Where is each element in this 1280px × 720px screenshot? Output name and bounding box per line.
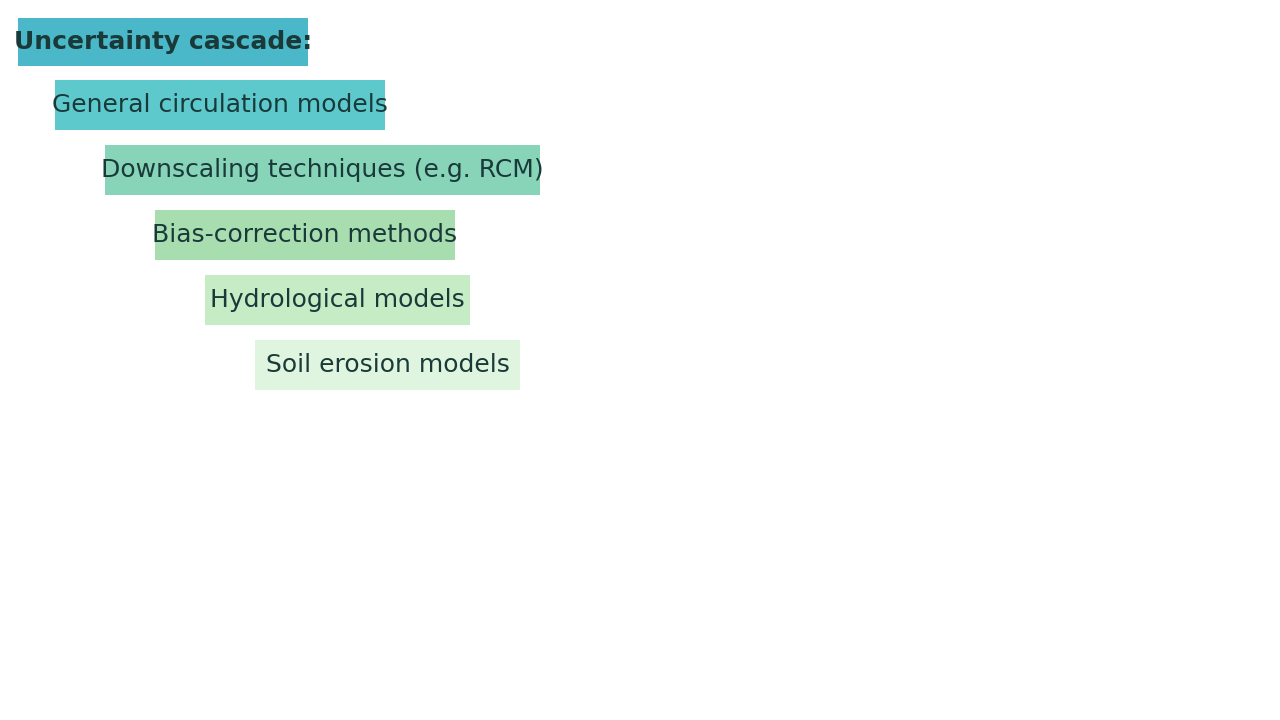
FancyBboxPatch shape	[105, 145, 540, 195]
FancyBboxPatch shape	[18, 18, 308, 66]
Text: Hydrological models: Hydrological models	[210, 288, 465, 312]
FancyBboxPatch shape	[205, 275, 470, 325]
Text: Downscaling techniques (e.g. RCM): Downscaling techniques (e.g. RCM)	[101, 158, 544, 182]
FancyBboxPatch shape	[255, 340, 520, 390]
Text: General circulation models: General circulation models	[52, 93, 388, 117]
FancyBboxPatch shape	[55, 80, 385, 130]
FancyBboxPatch shape	[155, 210, 454, 260]
Text: Uncertainty cascade:: Uncertainty cascade:	[14, 30, 312, 54]
Text: Soil erosion models: Soil erosion models	[265, 353, 509, 377]
Text: Bias-correction methods: Bias-correction methods	[152, 223, 457, 247]
